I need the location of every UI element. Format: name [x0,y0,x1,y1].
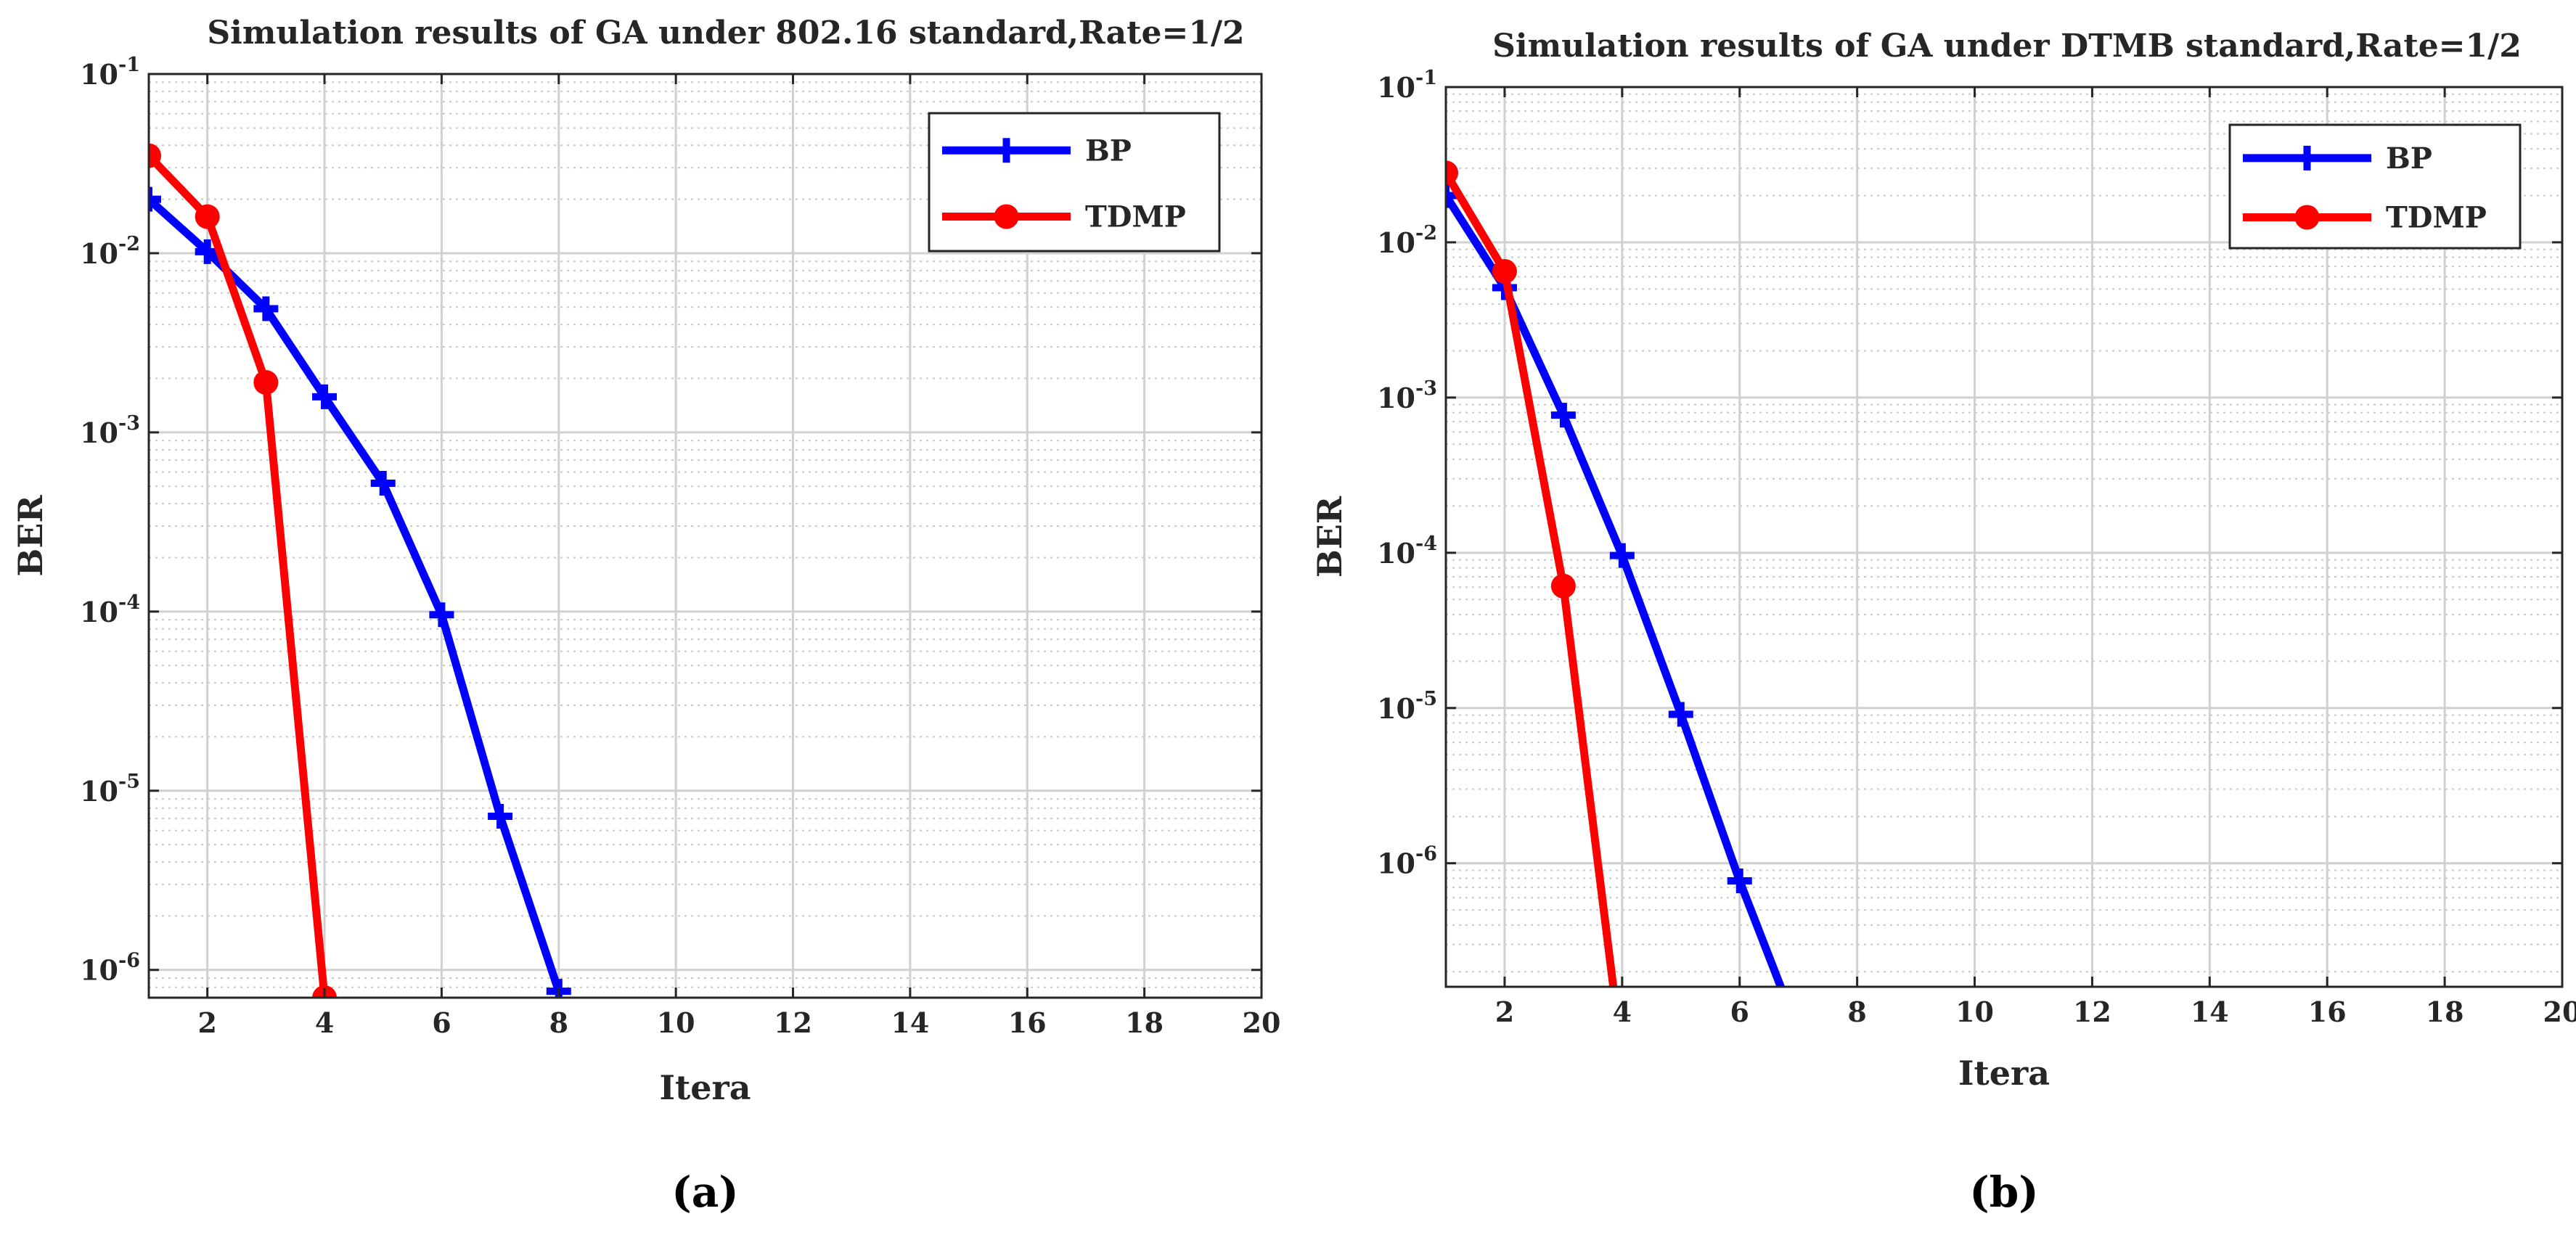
legend-item-bp: BP [2243,141,2432,176]
data-point-bp [370,471,396,496]
legend-marker [994,204,1019,229]
x-tick-label: 8 [549,1006,568,1039]
legend-item-bp: BP [942,134,1132,168]
y-tick-label: 10-4 [1377,533,1437,570]
data-point-bp [1446,183,1458,208]
series-tdmp [1446,160,1618,987]
data-point-bp [1727,869,1752,894]
y-axis-label: BER [11,495,50,577]
data-point-bp [488,804,513,829]
series-line-bp [149,195,563,995]
data-point-bp [429,602,454,628]
x-tick-label: 18 [1125,1006,1164,1039]
series-line-tdmp [149,152,329,998]
data-point-tdmp [1492,258,1517,284]
x-tick-label: 4 [315,1006,334,1039]
data-point-tdmp [1550,573,1576,599]
data-point-tdmp [149,143,161,168]
data-point-tdmp [195,204,220,229]
x-tick-label: 18 [2426,995,2464,1028]
x-tick-label: 16 [1008,1006,1047,1039]
series-tdmp [149,143,338,998]
panel-caption: (a) [671,1167,738,1217]
legend-label: BP [2386,141,2432,176]
y-tick-label: 10-4 [80,591,140,628]
x-tick-label: 20 [1243,1006,1281,1039]
legend-item-tdmp: TDMP [2243,201,2487,235]
x-tick-label: 12 [774,1006,812,1039]
legend: BP TDMP [928,112,1221,253]
data-point-bp [253,296,279,321]
data-point-bp [1550,403,1576,428]
x-tick-label: 6 [432,1006,451,1039]
legend-marker [2294,205,2320,230]
data-point-tdmp [1446,160,1458,186]
x-tick-label: 6 [1730,995,1749,1028]
y-tick-label: 10-3 [1377,377,1437,414]
legend-label: TDMP [2386,201,2487,235]
x-tick-label: 14 [891,1006,929,1039]
x-tick-label: 2 [197,1006,216,1039]
y-tick-label: 10-6 [80,950,140,987]
y-tick-label: 10-5 [80,771,140,808]
x-tick-label: 10 [1955,995,1994,1028]
y-tick-label: 10-1 [1377,67,1437,104]
data-point-bp [1609,543,1635,568]
x-tick-label: 2 [1495,995,1514,1028]
axes-box [147,73,1263,999]
legend-item-tdmp: TDMP [942,200,1186,234]
x-tick-label: 16 [2308,995,2347,1028]
series-line-tdmp [1446,168,1618,987]
panel-caption: (b) [1969,1167,2038,1217]
x-axis-label: Itera [659,1068,751,1107]
y-tick-label: 10-6 [1377,843,1437,880]
legend-label: TDMP [1085,200,1186,234]
legend: BP TDMP [2228,123,2522,250]
x-tick-label: 10 [657,1006,695,1039]
chart-panel-b: 2 4 6 8 10 12 14 16 18 20 10-6 10-5 10-4 10-3 10-2 10-1… [1310,28,2576,1217]
x-tick-label: 8 [1847,995,1866,1028]
legend-label: BP [1085,134,1132,168]
chart-title: Simulation results of GA under DTMB stan… [1492,28,2522,65]
y-tick-label: 10-3 [80,412,140,449]
y-tick-label: 10-1 [80,54,140,91]
x-tick-label: 12 [2073,995,2111,1028]
legend-box [928,112,1221,253]
data-point-tdmp [253,370,279,395]
y-tick-label: 10-5 [1377,688,1437,725]
x-tick-label: 20 [2543,995,2576,1028]
x-tick-label: 14 [2191,995,2229,1028]
y-tick-label: 10-2 [1377,222,1437,259]
chart-panel-a: 2 4 6 8 10 12 14 16 18 20 10-6 10-5 10-4 10-3 10-2 10-1… [11,15,1280,1217]
data-point-bp [1668,702,1693,727]
y-axis-label: BER [1310,496,1349,578]
axes-box [1444,86,2564,988]
legend-box [2228,123,2522,250]
y-tick-label: 10-2 [80,233,140,270]
x-axis-label: Itera [1958,1054,2050,1093]
data-point-bp [312,384,338,409]
chart-title: Simulation results of GA under 802.16 st… [207,15,1244,52]
x-tick-label: 4 [1613,995,1632,1028]
data-point-bp [149,186,161,212]
